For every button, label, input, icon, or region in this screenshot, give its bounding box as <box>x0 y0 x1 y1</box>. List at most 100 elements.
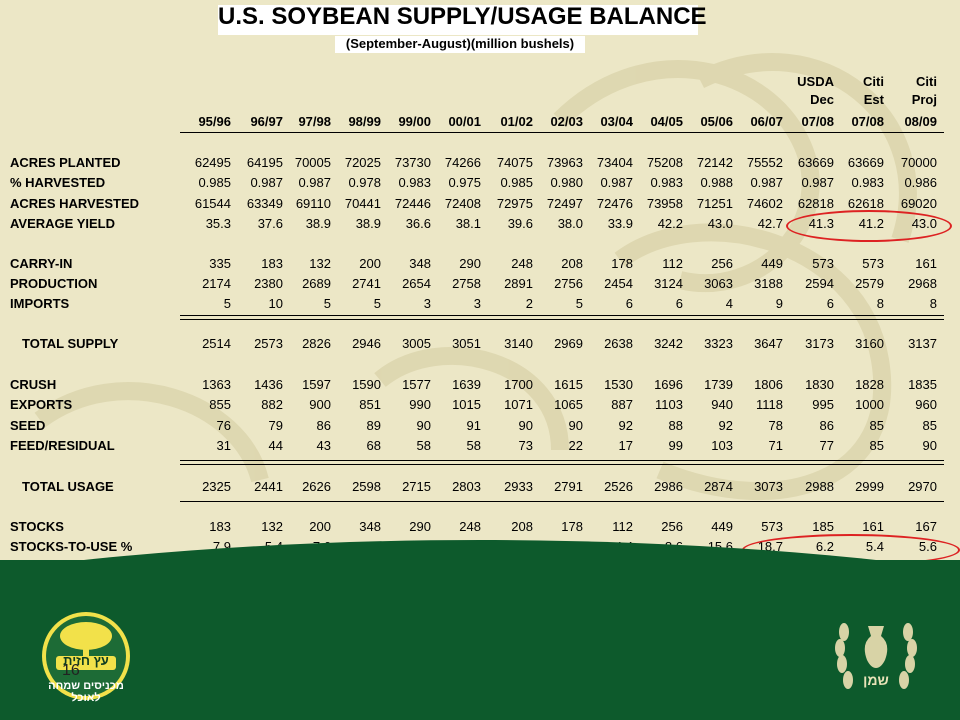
row-label: CRUSH <box>10 377 57 392</box>
table-cell: 72975 <box>496 196 533 211</box>
column-header: 98/99 <box>348 114 381 129</box>
table-cell: 1806 <box>754 377 783 392</box>
table-cell: 900 <box>309 397 331 412</box>
table-cell: 348 <box>359 519 381 534</box>
table-cell: 62495 <box>194 155 231 170</box>
row-label: STOCKS <box>10 519 64 534</box>
table-cell: 3647 <box>754 336 783 351</box>
table-cell: 2526 <box>604 479 633 494</box>
table-cell: 132 <box>309 256 331 271</box>
table-cell: 62818 <box>797 196 834 211</box>
table-cell: 3160 <box>855 336 884 351</box>
table-cell: 6 <box>625 296 633 311</box>
table-cell: 76 <box>216 418 231 433</box>
table-cell: 960 <box>915 397 937 412</box>
table-cell: 63669 <box>797 155 834 170</box>
row-label: % HARVESTED <box>10 175 106 190</box>
table-cell: 89 <box>366 418 381 433</box>
column-header-top: Proj <box>911 92 937 107</box>
table-cell: 2654 <box>402 276 431 291</box>
table-cell: 77 <box>819 438 834 453</box>
table-cell: 248 <box>459 519 481 534</box>
table-cell: 8 <box>929 296 937 311</box>
column-header: 04/05 <box>650 114 683 129</box>
table-cell: 183 <box>261 256 283 271</box>
table-cell: 22 <box>568 438 583 453</box>
table-cell: 35.3 <box>205 216 231 231</box>
table-cell: 3242 <box>654 336 683 351</box>
table-cell: 37.6 <box>257 216 283 231</box>
table-cell: 70005 <box>294 155 331 170</box>
table-cell: 74075 <box>496 155 533 170</box>
table-cell: 2969 <box>554 336 583 351</box>
table-cell: 2988 <box>805 479 834 494</box>
table-cell: 75552 <box>746 155 783 170</box>
table-cell: 995 <box>812 397 834 412</box>
table-cell: 73963 <box>546 155 583 170</box>
table-cell: 39.6 <box>507 216 533 231</box>
table-cell: 61544 <box>194 196 231 211</box>
table-cell: 0.978 <box>348 175 381 190</box>
highlight-circle-yield <box>786 210 952 242</box>
column-header: 03/04 <box>600 114 633 129</box>
table-cell: 208 <box>511 519 533 534</box>
table-cell: 71 <box>768 438 783 453</box>
column-header-top: Citi <box>916 74 937 89</box>
table-cell: 72446 <box>394 196 431 211</box>
column-header: 07/08 <box>851 114 884 129</box>
header-underline <box>180 132 944 133</box>
table-cell: 1590 <box>352 377 381 392</box>
table-cell: 85 <box>869 418 884 433</box>
row-label: TOTAL USAGE <box>22 479 114 494</box>
table-cell: 2325 <box>202 479 231 494</box>
table-cell: 69110 <box>295 196 331 211</box>
table-cell: 88 <box>668 418 683 433</box>
table-cell: 1739 <box>704 377 733 392</box>
table-cell: 4 <box>725 296 733 311</box>
title-background <box>218 5 698 35</box>
table-cell: 99 <box>668 438 683 453</box>
table-cell: 8 <box>876 296 884 311</box>
table-cell: 72476 <box>596 196 633 211</box>
table-cell: 2891 <box>504 276 533 291</box>
table-cell: 161 <box>862 519 884 534</box>
table-cell: 6 <box>826 296 834 311</box>
page-title: U.S. SOYBEAN SUPPLY/USAGE BALANCE <box>218 3 707 30</box>
column-header: 07/08 <box>801 114 834 129</box>
table-cell: 0.975 <box>448 175 481 190</box>
table-cell: 2579 <box>855 276 884 291</box>
table-cell: 449 <box>711 519 733 534</box>
table-cell: 167 <box>915 519 937 534</box>
column-header-top: Est <box>863 92 884 107</box>
table-cell: 73730 <box>394 155 431 170</box>
table-cell: 887 <box>611 397 633 412</box>
table-cell: 1071 <box>504 397 533 412</box>
table-cell: 68 <box>366 438 381 453</box>
table-separator <box>180 460 944 465</box>
table-cell: 3 <box>473 296 481 311</box>
table-cell: 573 <box>812 256 834 271</box>
table-cell: 0.987 <box>801 175 834 190</box>
table-cell: 0.988 <box>700 175 733 190</box>
table-cell: 573 <box>862 256 884 271</box>
table-cell: 2626 <box>302 479 331 494</box>
table-cell: 38.9 <box>355 216 381 231</box>
column-header-top: Dec <box>810 92 834 107</box>
table-cell: 1363 <box>202 377 231 392</box>
table-separator <box>180 315 944 320</box>
row-label: AVERAGE YIELD <box>10 216 115 231</box>
table-cell: 2689 <box>302 276 331 291</box>
table-cell: 58 <box>416 438 431 453</box>
table-cell: 90 <box>518 418 533 433</box>
table-cell: 63669 <box>847 155 884 170</box>
column-header: 99/00 <box>398 114 431 129</box>
table-cell: 74602 <box>746 196 783 211</box>
table-cell: 2968 <box>908 276 937 291</box>
table-cell: 2638 <box>604 336 633 351</box>
table-cell: 855 <box>209 397 231 412</box>
table-cell: 3051 <box>452 336 481 351</box>
column-header: 95/96 <box>198 114 231 129</box>
table-cell: 1639 <box>452 377 481 392</box>
table-cell: 91 <box>466 418 481 433</box>
table-cell: 73404 <box>596 155 633 170</box>
